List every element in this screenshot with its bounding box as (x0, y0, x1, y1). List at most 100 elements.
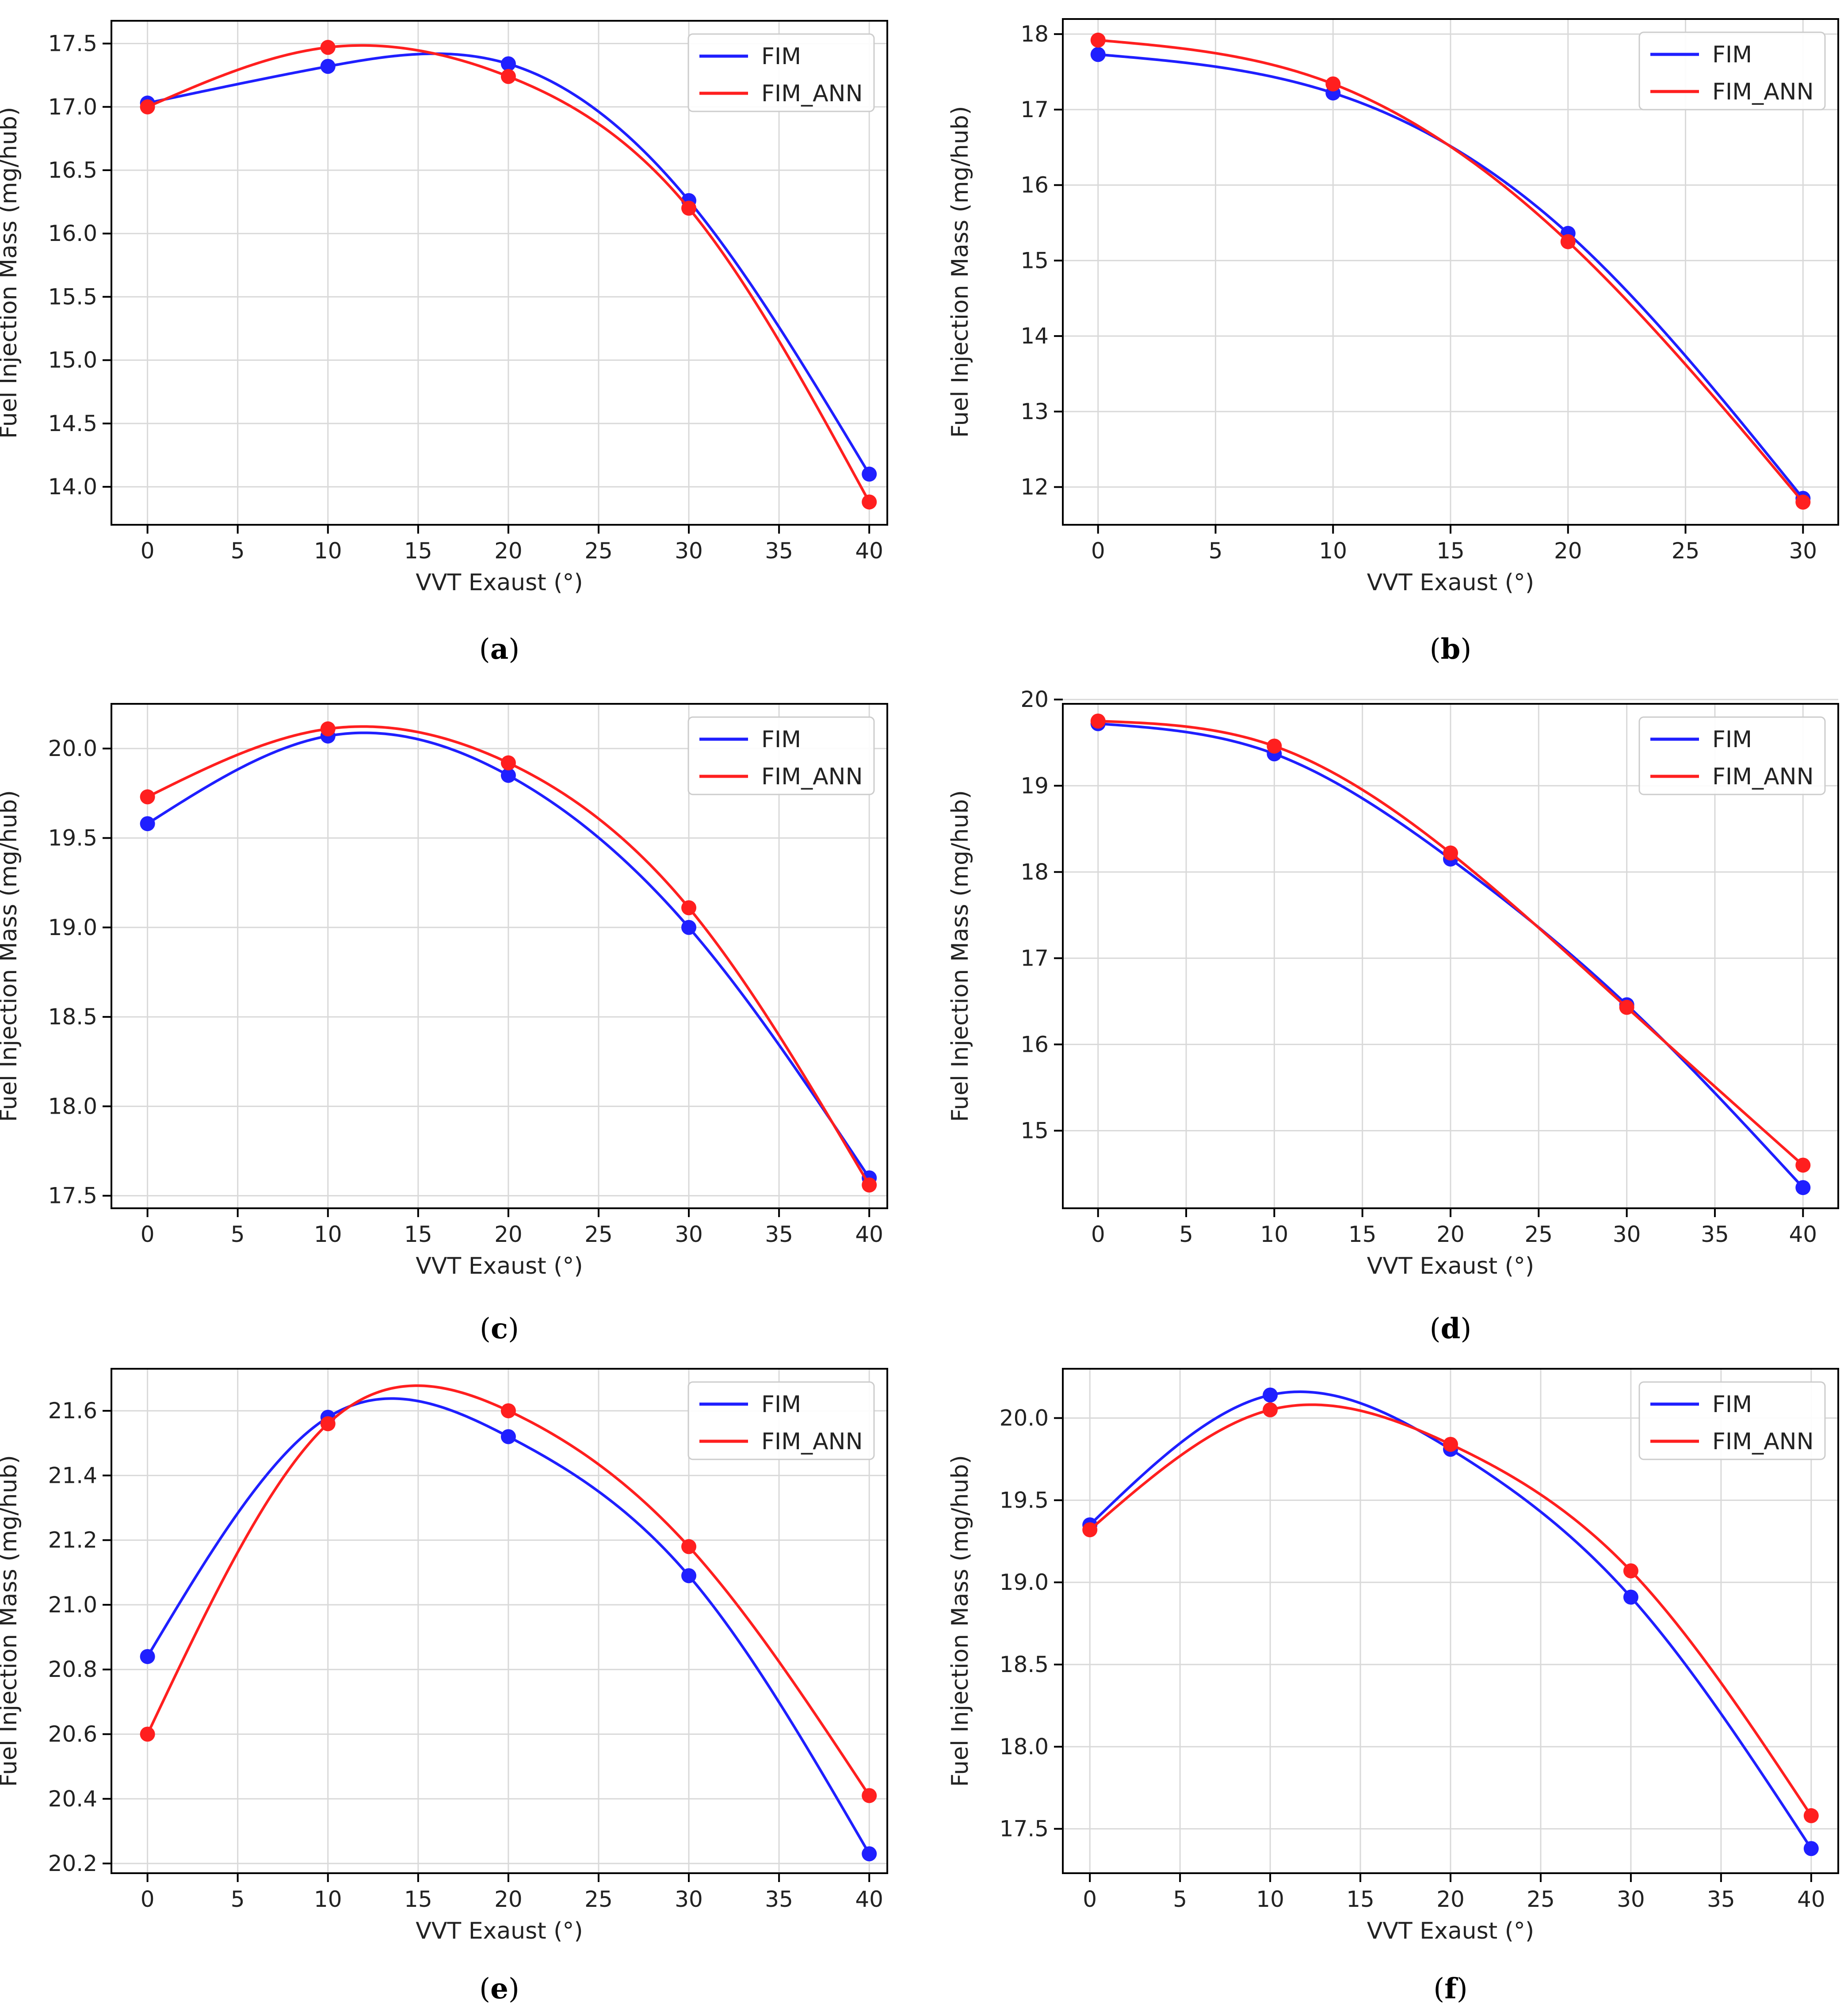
data-point-fim-3 (681, 1568, 697, 1584)
y-tick-label-1: 16 (1020, 1031, 1049, 1057)
y-tick-label-0: 14.0 (48, 474, 97, 500)
y-tick-label-6: 18 (1020, 21, 1049, 47)
data-point-fim-ann-0 (140, 789, 155, 805)
legend-label-fim: FIM (761, 1391, 801, 1418)
x-tick-label-8: 40 (1789, 1222, 1817, 1247)
y-tick-label-3: 19.0 (1000, 1569, 1049, 1595)
y-tick-label-5: 20 (1020, 687, 1049, 712)
y-axis-label: Fuel Injection Mass (mg/hub) (947, 106, 974, 438)
legend: FIM FIM_ANN (687, 716, 875, 795)
data-point-fim-2 (500, 1429, 516, 1444)
data-point-fim-ann-4 (862, 494, 877, 510)
data-point-fim-ann-4 (1803, 1808, 1819, 1823)
data-point-fim-ann-0 (1082, 1522, 1098, 1538)
panel-caption: (b) (1430, 633, 1472, 666)
data-point-fim-ann-3 (681, 200, 697, 216)
data-point-fim-3 (681, 920, 697, 935)
data-point-fim-ann-3 (1623, 1563, 1638, 1579)
y-tick-label-4: 16 (1020, 172, 1049, 198)
y-tick-label-5: 21.2 (48, 1527, 97, 1553)
data-point-fim-0 (140, 816, 155, 832)
legend-label-fim-ann: FIM_ANN (761, 80, 863, 107)
panel-caption: (e) (479, 1972, 519, 2005)
x-axis-label: VVT Exaust (°) (1367, 569, 1534, 596)
x-tick-label-4: 20 (494, 538, 523, 564)
y-tick-label-3: 18 (1020, 859, 1049, 885)
data-point-fim-ann-1 (1267, 738, 1282, 754)
x-tick-label-6: 30 (1617, 1886, 1645, 1912)
x-tick-label-4: 20 (1554, 538, 1582, 564)
x-tick-label-1: 5 (231, 538, 245, 564)
chart-panel-d: 0 5 10 15 20 25 30 35 40 15 16 17 18 19 20 VVT Exaust (… (947, 687, 1839, 1345)
legend: FIM FIM_ANN (687, 1381, 875, 1460)
data-point-fim-ann-4 (862, 1788, 877, 1803)
plot-frame (111, 1368, 888, 1874)
panel-caption: (f) (1433, 1972, 1467, 2005)
y-tick-label-4: 21.0 (48, 1592, 97, 1618)
data-point-fim-ann-3 (1795, 494, 1811, 510)
x-tick-label-7: 35 (1707, 1886, 1735, 1912)
x-tick-label-1: 5 (231, 1886, 245, 1912)
x-tick-label-5: 25 (1525, 1222, 1553, 1247)
data-point-fim-ann-1 (1325, 76, 1341, 92)
legend: FIM FIM_ANN (1638, 1381, 1826, 1460)
data-point-fim-ann-0 (140, 1726, 155, 1742)
panel-caption: (a) (479, 633, 519, 666)
plot-frame (111, 703, 888, 1209)
data-point-fim-0 (1090, 47, 1106, 62)
legend-label-fim: FIM (1712, 1391, 1752, 1418)
data-point-fim-4 (862, 466, 877, 482)
x-tick-label-1: 5 (231, 1222, 245, 1247)
panel-caption: (c) (480, 1312, 519, 1345)
y-tick-label-1: 20.4 (48, 1786, 97, 1812)
x-tick-label-8: 40 (1797, 1886, 1825, 1912)
data-point-fim-ann-4 (1795, 1157, 1811, 1173)
legend-label-fim: FIM (761, 726, 801, 753)
x-tick-label-3: 15 (1348, 1222, 1377, 1247)
legend-label-fim: FIM (761, 43, 801, 70)
y-axis-label: Fuel Injection Mass (mg/hub) (947, 1455, 974, 1787)
data-point-fim-ann-2 (1560, 234, 1576, 249)
legend-label-fim-ann: FIM_ANN (761, 764, 863, 790)
y-tick-label-1: 14.5 (48, 411, 97, 436)
data-point-fim-ann-2 (500, 1403, 516, 1419)
plot-frame (111, 20, 888, 526)
data-point-fim-ann-2 (500, 69, 516, 84)
data-point-fim-4 (1795, 1180, 1811, 1195)
data-point-fim-ann-4 (862, 1177, 877, 1193)
x-tick-label-3: 15 (404, 1222, 432, 1247)
y-tick-label-4: 19.5 (48, 825, 97, 851)
y-tick-label-0: 15 (1020, 1118, 1049, 1143)
legend: FIM FIM_ANN (1638, 716, 1826, 795)
y-tick-label-6: 17.0 (48, 94, 97, 120)
y-tick-label-2: 15.0 (48, 347, 97, 373)
legend: FIM FIM_ANN (1638, 31, 1826, 111)
y-tick-label-6: 21.4 (48, 1462, 97, 1488)
data-point-fim-4 (1803, 1841, 1819, 1856)
x-tick-label-0: 0 (141, 538, 155, 564)
data-point-fim-2 (500, 56, 516, 72)
y-axis-label: Fuel Injection Mass (mg/hub) (0, 107, 22, 439)
x-tick-label-4: 20 (494, 1886, 523, 1912)
panel-caption: (d) (1430, 1312, 1472, 1345)
y-axis-label: Fuel Injection Mass (mg/hub) (0, 1455, 22, 1787)
data-point-fim-ann-1 (320, 1416, 336, 1432)
chart-panel-c: 0 5 10 15 20 25 30 35 40 17.5 18.0 18.5 19.0 19.5 20.0… (0, 703, 888, 1345)
x-tick-label-2: 10 (314, 538, 342, 564)
x-tick-label-5: 25 (1672, 538, 1700, 564)
legend-label-fim-ann: FIM_ANN (761, 1428, 863, 1455)
y-tick-label-2: 18.5 (48, 1004, 97, 1030)
y-tick-label-3: 15 (1020, 248, 1049, 273)
legend-label-fim-ann: FIM_ANN (1712, 79, 1813, 105)
x-tick-label-0: 0 (141, 1886, 155, 1912)
y-axis-label: Fuel Injection Mass (mg/hub) (947, 790, 974, 1122)
data-point-fim-ann-0 (140, 99, 155, 115)
x-tick-label-3: 15 (404, 1886, 432, 1912)
data-point-fim-ann-3 (1619, 1000, 1634, 1015)
y-tick-label-0: 12 (1020, 474, 1049, 500)
x-axis-label: VVT Exaust (°) (416, 569, 583, 596)
data-point-fim-1 (320, 59, 336, 74)
y-tick-label-0: 20.2 (48, 1851, 97, 1876)
y-tick-label-2: 14 (1020, 323, 1049, 349)
